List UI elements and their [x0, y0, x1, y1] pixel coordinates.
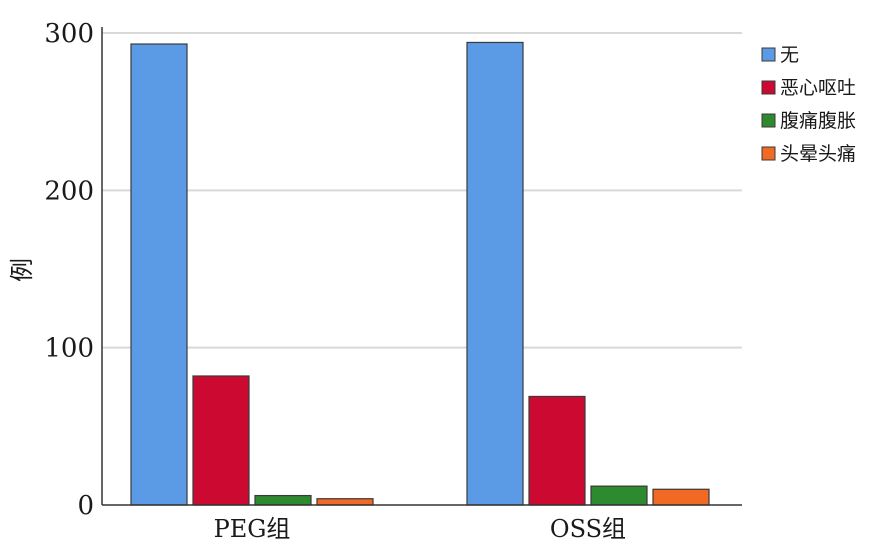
legend-swatch-3 [761, 146, 776, 161]
bar-0-3 [316, 498, 374, 506]
bar-0-0 [130, 43, 188, 506]
legend-swatch-1 [761, 80, 776, 95]
legend-swatch-2 [761, 113, 776, 128]
legend-label-3: 头晕头痛 [780, 143, 856, 165]
legend-swatch-0 [761, 47, 776, 62]
legend-label-0: 无 [780, 44, 799, 66]
y-tick-0: 0 [77, 491, 94, 521]
bars [130, 41, 710, 506]
y-tick-100: 100 [44, 334, 94, 364]
category-label-1: OSS组 [550, 515, 626, 543]
legend-label-2: 腹痛腹胀 [780, 110, 856, 132]
bar-1-2 [590, 485, 648, 506]
y-tick-labels: 0 100 200 300 [44, 19, 94, 521]
gridlines [102, 32, 742, 349]
category-labels: PEG组 OSS组 [214, 515, 626, 543]
y-tick-300: 300 [44, 19, 94, 49]
y-tick-200: 200 [44, 176, 94, 206]
bar-0-2 [254, 494, 312, 506]
bar-1-1 [528, 395, 586, 506]
axes [101, 27, 742, 506]
bar-0-1 [192, 375, 250, 506]
bar-1-3 [652, 488, 710, 506]
legend-label-1: 恶心呕吐 [780, 77, 856, 99]
category-label-0: PEG组 [214, 515, 291, 543]
y-axis-label: 例 [8, 258, 36, 282]
bar-1-0 [466, 41, 524, 506]
